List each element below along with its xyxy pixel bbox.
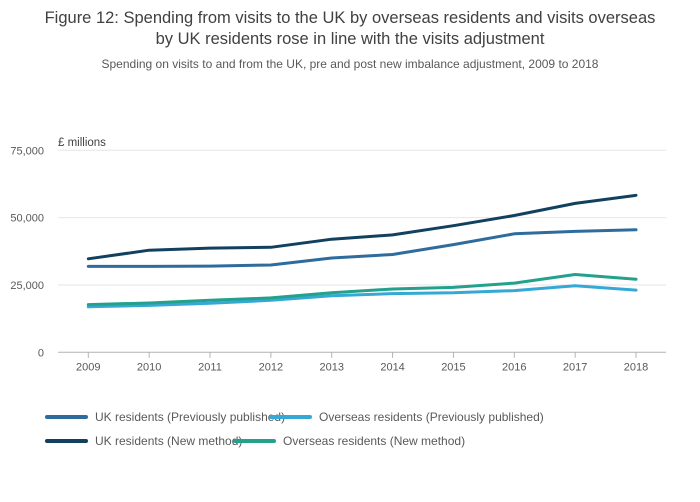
x-tick-label: 2016 [502,361,526,373]
x-tick-label: 2017 [563,361,587,373]
y-tick-label: 50,000 [10,213,44,225]
legend-item-label: UK residents (Previously published) [95,410,286,424]
x-tick-label: 2015 [441,361,465,373]
legend-item-label: Overseas residents (New method) [283,434,466,448]
legend-item-overseas-residents-previously-published[interactable]: Overseas residents (Previously published… [269,410,544,424]
legend-item-uk-residents-new-method[interactable]: UK residents (New method) [45,434,242,448]
legend-line-swatch [269,415,312,419]
chart-title: Figure 12: Spending from visits to the U… [44,9,656,48]
y-tick-label: 75,000 [10,145,44,157]
x-tick-label: 2009 [76,361,100,373]
legend-item-uk-residents-previously-published[interactable]: UK residents (Previously published) [45,410,285,424]
legend-line-swatch [45,439,88,443]
chart-subtitle: Spending on visits to and from the UK, p… [101,57,599,71]
x-tick-label: 2014 [380,361,404,373]
x-tick-label: 2011 [198,361,222,373]
series-line-uk-residents-new-method [86,193,638,261]
y-tick-label: 0 [38,347,44,359]
y-axis-unit-label: £ millions [58,137,106,149]
legend-item-label: Overseas residents (Previously published… [319,410,544,424]
legend-item-overseas-residents-new-method[interactable]: Overseas residents (New method) [233,434,465,448]
x-tick-label: 2010 [137,361,161,373]
series-line-overseas-residents-new-method [86,273,638,307]
x-tick-label: 2013 [319,361,343,373]
legend-line-swatch [233,439,276,443]
plot-area: 0 25,000 50,000 75,000 £ millions 2009 2010 201… [10,137,666,373]
legend-line-swatch [45,415,88,419]
x-tick-label: 2012 [259,361,283,373]
y-tick-label: 25,000 [10,280,44,292]
series-line-overseas-residents-previously-published [86,284,638,309]
x-tick-label: 2018 [624,361,648,373]
legend-item-label: UK residents (New method) [95,434,243,448]
series-line-uk-residents-previously-published [86,228,638,268]
